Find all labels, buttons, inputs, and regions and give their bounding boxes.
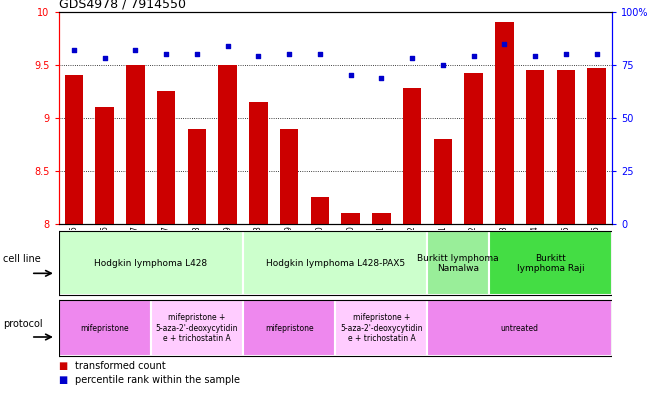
Bar <box>120 12 151 224</box>
Text: ■: ■ <box>59 362 68 371</box>
Bar <box>249 102 268 224</box>
Bar <box>187 129 206 224</box>
Bar <box>335 300 428 356</box>
Bar <box>243 231 428 296</box>
Text: mifepristone +
5-aza-2'-deoxycytidin
e + trichostatin A: mifepristone + 5-aza-2'-deoxycytidin e +… <box>340 313 422 343</box>
Bar <box>551 12 581 224</box>
Text: mifepristone: mifepristone <box>265 324 314 332</box>
Bar <box>311 197 329 224</box>
Text: Hodgkin lymphoma L428-PAX5: Hodgkin lymphoma L428-PAX5 <box>266 259 405 268</box>
Point <box>253 53 264 59</box>
Bar <box>151 12 182 224</box>
Bar <box>243 300 335 356</box>
Bar <box>587 68 606 224</box>
Point <box>100 55 110 62</box>
Bar <box>434 139 452 224</box>
Text: Burkitt
lymphoma Raji: Burkitt lymphoma Raji <box>517 253 584 273</box>
Bar <box>489 12 519 224</box>
Text: percentile rank within the sample: percentile rank within the sample <box>75 375 240 385</box>
Bar <box>464 73 483 224</box>
Bar <box>581 12 612 224</box>
Text: mifepristone +
5-aza-2'-deoxycytidin
e + trichostatin A: mifepristone + 5-aza-2'-deoxycytidin e +… <box>156 313 238 343</box>
Point <box>69 47 79 53</box>
Point <box>346 72 356 79</box>
Point <box>161 51 171 57</box>
Point <box>468 53 478 59</box>
Point <box>376 74 387 81</box>
Text: ■: ■ <box>59 375 68 385</box>
Bar <box>126 65 145 224</box>
Bar <box>59 231 243 296</box>
Bar <box>64 75 83 224</box>
Bar <box>157 91 175 224</box>
Point <box>561 51 571 57</box>
Bar <box>219 65 237 224</box>
Point <box>407 55 417 62</box>
Bar <box>519 12 551 224</box>
Point <box>591 51 602 57</box>
Bar <box>243 12 274 224</box>
Point <box>530 53 540 59</box>
Text: Hodgkin lymphoma L428: Hodgkin lymphoma L428 <box>94 259 208 268</box>
Bar <box>335 12 366 224</box>
Text: mifepristone: mifepristone <box>80 324 129 332</box>
Bar <box>428 12 458 224</box>
Bar <box>366 12 396 224</box>
Point <box>191 51 202 57</box>
Text: untreated: untreated <box>501 324 539 332</box>
Bar <box>151 300 243 356</box>
Bar <box>372 213 391 224</box>
Bar <box>403 88 421 224</box>
Point <box>499 40 510 47</box>
Bar <box>59 300 151 356</box>
Bar <box>396 12 428 224</box>
Text: cell line: cell line <box>3 254 41 264</box>
Bar <box>305 12 335 224</box>
Bar <box>182 12 212 224</box>
Bar <box>495 22 514 224</box>
Bar <box>274 12 305 224</box>
Bar <box>489 231 612 296</box>
Bar <box>458 12 489 224</box>
Bar <box>428 231 489 296</box>
Point <box>314 51 325 57</box>
Text: transformed count: transformed count <box>75 362 165 371</box>
Bar <box>557 70 575 224</box>
Bar <box>280 129 298 224</box>
Text: Burkitt lymphoma
Namalwa: Burkitt lymphoma Namalwa <box>417 253 499 273</box>
Text: protocol: protocol <box>3 319 43 329</box>
Bar <box>89 12 120 224</box>
Bar <box>428 300 612 356</box>
Bar <box>96 107 114 224</box>
Bar <box>341 213 360 224</box>
Point <box>223 42 233 49</box>
Point <box>130 47 141 53</box>
Bar <box>526 70 544 224</box>
Point <box>437 62 448 68</box>
Point <box>284 51 294 57</box>
Text: GDS4978 / 7914550: GDS4978 / 7914550 <box>59 0 186 11</box>
Bar <box>212 12 243 224</box>
Bar <box>59 12 89 224</box>
